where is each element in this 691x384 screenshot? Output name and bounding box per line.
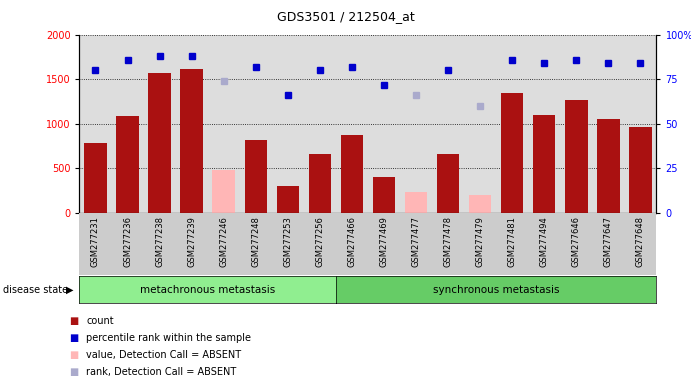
Text: GDS3501 / 212504_at: GDS3501 / 212504_at bbox=[276, 10, 415, 23]
Text: GSM277231: GSM277231 bbox=[91, 216, 100, 267]
Text: GSM277469: GSM277469 bbox=[379, 216, 388, 267]
Bar bbox=[84, 144, 106, 213]
Text: ■: ■ bbox=[69, 333, 78, 343]
Bar bbox=[309, 154, 331, 213]
Text: GSM277253: GSM277253 bbox=[283, 216, 292, 267]
Bar bbox=[597, 119, 620, 213]
Text: value, Detection Call = ABSENT: value, Detection Call = ABSENT bbox=[86, 350, 241, 360]
Text: GSM277477: GSM277477 bbox=[412, 216, 421, 267]
Bar bbox=[501, 93, 523, 213]
Bar bbox=[405, 192, 427, 213]
Text: count: count bbox=[86, 316, 114, 326]
Text: GSM277478: GSM277478 bbox=[444, 216, 453, 267]
Text: rank, Detection Call = ABSENT: rank, Detection Call = ABSENT bbox=[86, 367, 236, 377]
Text: percentile rank within the sample: percentile rank within the sample bbox=[86, 333, 252, 343]
Bar bbox=[276, 186, 299, 213]
Text: GSM277648: GSM277648 bbox=[636, 216, 645, 267]
Text: GSM277246: GSM277246 bbox=[219, 216, 228, 267]
Text: GSM277238: GSM277238 bbox=[155, 216, 164, 267]
Bar bbox=[469, 195, 491, 213]
Text: GSM277239: GSM277239 bbox=[187, 216, 196, 267]
Text: GSM277248: GSM277248 bbox=[252, 216, 261, 267]
Bar bbox=[180, 70, 203, 213]
Text: ▶: ▶ bbox=[66, 285, 73, 295]
Text: ■: ■ bbox=[69, 316, 78, 326]
Bar bbox=[213, 170, 235, 213]
Text: ■: ■ bbox=[69, 350, 78, 360]
Bar bbox=[630, 126, 652, 213]
Text: disease state: disease state bbox=[3, 285, 68, 295]
Bar bbox=[341, 134, 363, 213]
Text: GSM277256: GSM277256 bbox=[315, 216, 324, 267]
Bar bbox=[116, 116, 139, 213]
Text: GSM277466: GSM277466 bbox=[348, 216, 357, 267]
Text: GSM277236: GSM277236 bbox=[123, 216, 132, 267]
Text: metachronous metastasis: metachronous metastasis bbox=[140, 285, 275, 295]
Text: ■: ■ bbox=[69, 367, 78, 377]
Text: GSM277494: GSM277494 bbox=[540, 216, 549, 267]
Text: GSM277647: GSM277647 bbox=[604, 216, 613, 267]
Text: GSM277646: GSM277646 bbox=[572, 216, 581, 267]
Bar bbox=[245, 140, 267, 213]
Bar bbox=[533, 115, 556, 213]
Bar bbox=[372, 177, 395, 213]
Bar bbox=[437, 154, 460, 213]
Bar bbox=[565, 100, 587, 213]
Text: GSM277479: GSM277479 bbox=[475, 216, 484, 267]
Text: synchronous metastasis: synchronous metastasis bbox=[433, 285, 560, 295]
Text: GSM277481: GSM277481 bbox=[508, 216, 517, 267]
Bar bbox=[149, 73, 171, 213]
